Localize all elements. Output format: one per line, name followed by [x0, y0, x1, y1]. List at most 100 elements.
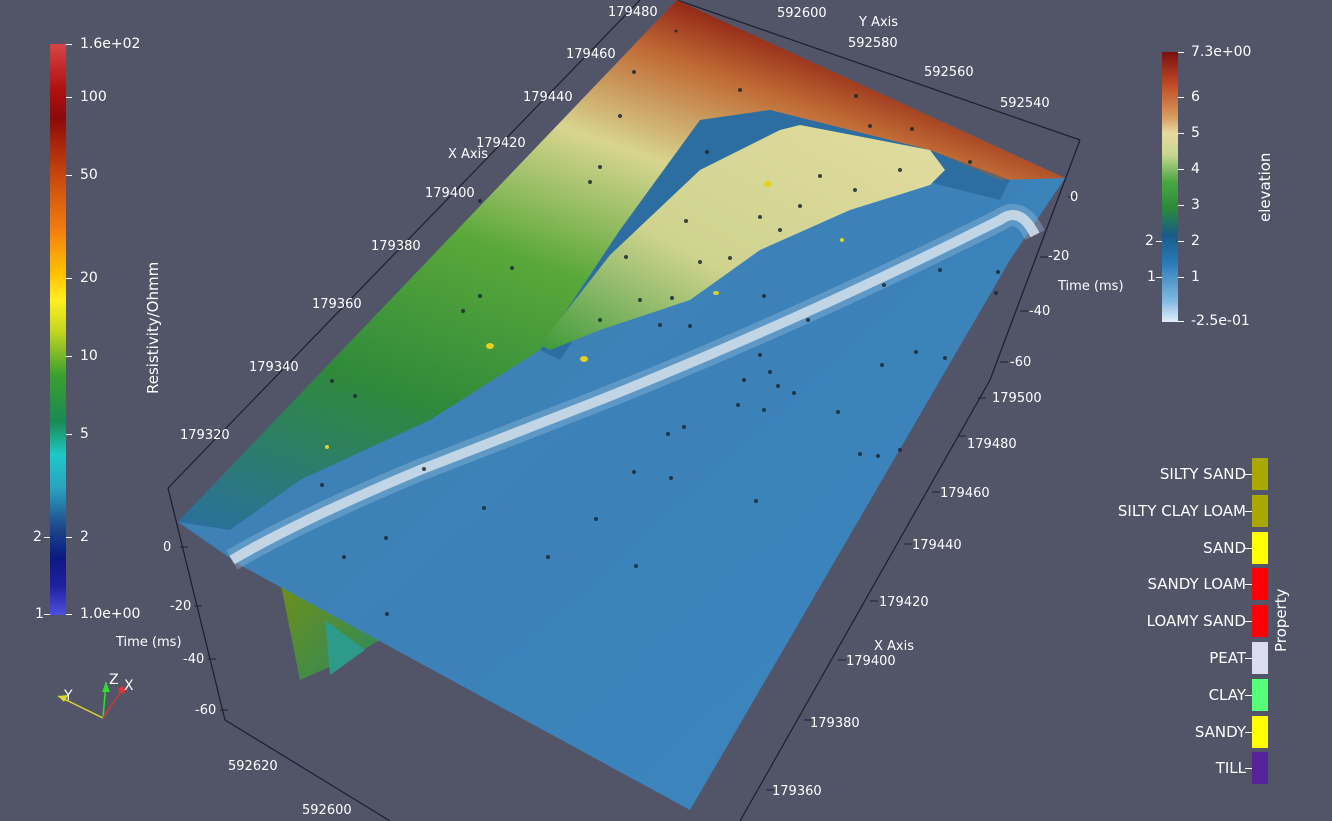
resistivity-left-tick-label: 1 [35, 606, 44, 622]
property-swatch [1252, 532, 1268, 564]
orientation-y-label: Y [64, 688, 73, 704]
property-label: SAND [1203, 539, 1246, 557]
terrain-ridge [178, 0, 1065, 530]
property-label: SILTY CLAY LOAM [1117, 502, 1246, 520]
resistivity-colorbar-title: Resistivity/Ohmm [144, 261, 162, 394]
property-swatch [1252, 605, 1268, 637]
property-label: TILL [1215, 759, 1246, 777]
property-swatch [1252, 642, 1268, 674]
axis-tick-label: 592600 [777, 6, 827, 21]
x-axis-title-right: X Axis [874, 639, 915, 654]
axis-tick-label: 179360 [772, 784, 822, 799]
elevation-tick-label: 5 [1191, 125, 1200, 141]
property-tick [1245, 584, 1252, 585]
orientation-axes-widget [57, 681, 126, 719]
elevation-tick-label: 1 [1191, 269, 1200, 285]
axis-tick-label: 0 [163, 540, 172, 555]
property-label: SANDY [1194, 723, 1246, 741]
time-axis-title-right: Time (ms) [1058, 279, 1124, 294]
property-label: PEAT [1209, 649, 1246, 667]
axis-tick-label: 179420 [879, 595, 929, 610]
property-label: LOAMY SAND [1146, 612, 1246, 630]
elevation-tick-label: 3 [1191, 197, 1200, 213]
time-axis-title-left: Time (ms) [116, 635, 182, 650]
axis-tick-label: -40 [183, 652, 205, 667]
axis-tick-label: 179380 [810, 716, 860, 731]
y-axis-title: Y Axis [859, 15, 899, 30]
property-tick [1245, 511, 1252, 512]
property-swatch [1252, 679, 1268, 711]
borehole-dots [320, 29, 1000, 616]
shoreline-stripe [229, 210, 1040, 565]
axis-tick-label: 592600 [302, 803, 352, 818]
property-tick [1245, 621, 1252, 622]
resistivity-max-label: 1.6e+02 [80, 36, 141, 52]
axis-tick-label: 179460 [940, 486, 990, 501]
axis-tick-label: 179440 [523, 90, 573, 105]
elevation-left-tick-label: 2 [1145, 233, 1154, 249]
elevation-max-label: 7.3e+00 [1191, 44, 1252, 60]
resistivity-colorbar [50, 44, 66, 615]
elevation-tick-label: 4 [1191, 161, 1200, 177]
orientation-x-label: X [124, 678, 134, 694]
resistivity-tick-label: 2 [80, 529, 89, 545]
axis-tick-label: -40 [1029, 304, 1051, 319]
resistivity-tick-label: 5 [80, 426, 89, 442]
elevation-min-label: -2.5e-01 [1191, 313, 1250, 329]
axis-tick-label: 592560 [924, 65, 974, 80]
axes-bounding-box [167, 0, 1081, 821]
elevation-tick-label: 6 [1191, 89, 1200, 105]
elevation-left-tick-label: 1 [1147, 269, 1156, 285]
axis-tick-label: 179340 [249, 360, 299, 375]
property-tick [1245, 695, 1252, 696]
property-swatch [1252, 716, 1268, 748]
axis-tick-label: 592620 [228, 759, 278, 774]
axis-tick-label: 179480 [967, 437, 1017, 452]
axis-tick-label: 592540 [1000, 96, 1050, 111]
elevation-colorbar-title: elevation [1256, 152, 1274, 222]
property-tick [1245, 768, 1252, 769]
resistivity-tick-label: 20 [80, 270, 98, 286]
property-swatch [1252, 495, 1268, 527]
x-axis-title-top: X Axis [448, 147, 489, 162]
axis-tick-label: 179480 [608, 5, 658, 20]
axis-tick-label: -20 [170, 599, 192, 614]
property-tick [1245, 658, 1252, 659]
axis-tick-label: 0 [1070, 190, 1079, 205]
property-tick [1245, 474, 1252, 475]
property-label: CLAY [1208, 686, 1246, 704]
property-label: SILTY SAND [1159, 465, 1246, 483]
axis-tick-label: 179400 [846, 654, 896, 669]
subsurface-wall-2 [325, 620, 365, 675]
property-swatch [1252, 568, 1268, 600]
axis-tick-label: 179460 [566, 47, 616, 62]
resistivity-left-tick-label: 2 [33, 529, 42, 545]
axis-tick-label: 179380 [371, 239, 421, 254]
axis-tick-label: 179500 [992, 391, 1042, 406]
property-swatch [1252, 458, 1268, 490]
island [540, 125, 945, 350]
sample-markers [325, 181, 844, 449]
axis-tick-label: 179400 [425, 186, 475, 201]
elevation-colorbar [1162, 52, 1178, 322]
axis-tick-label: 179320 [180, 428, 230, 443]
resistivity-tick-label: 10 [80, 348, 98, 364]
property-label: SANDY LOAM [1147, 575, 1246, 593]
resistivity-min-label: 1.0e+00 [80, 606, 141, 622]
axis-tick-label: -60 [195, 703, 217, 718]
property-tick [1245, 548, 1252, 549]
elevation-tick-label: 2 [1191, 233, 1200, 249]
axis-tick-label: 179420 [476, 136, 526, 151]
property-tick [1245, 732, 1252, 733]
axis-tick-label: 179440 [912, 538, 962, 553]
property-legend-title: Property [1272, 588, 1290, 652]
axis-tick-label: -60 [1010, 355, 1032, 370]
axis-tick-label: 179360 [312, 297, 362, 312]
orientation-z-label: Z [109, 672, 119, 688]
axis-tick-label: 592580 [848, 36, 898, 51]
resistivity-tick-label: 100 [80, 89, 107, 105]
axis-ticks [180, 196, 1076, 791]
resistivity-tick-label: 50 [80, 167, 98, 183]
property-swatch [1252, 752, 1268, 784]
